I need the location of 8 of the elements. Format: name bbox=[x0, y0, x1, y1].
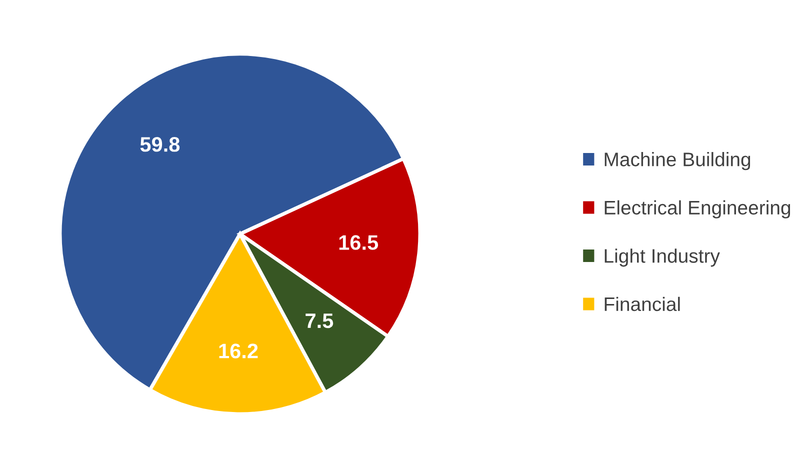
data-label: 16.5 bbox=[339, 235, 378, 250]
legend-label: Machine Building bbox=[604, 152, 750, 170]
data-label: 59.8 bbox=[140, 137, 180, 152]
legend-label: Electrical Engineering bbox=[604, 200, 790, 218]
legend-label: Financial bbox=[604, 296, 680, 312]
legend-label: Light Industry bbox=[604, 248, 720, 267]
data-label: 7.5 bbox=[306, 314, 334, 328]
data-label: 16.2 bbox=[219, 344, 258, 358]
